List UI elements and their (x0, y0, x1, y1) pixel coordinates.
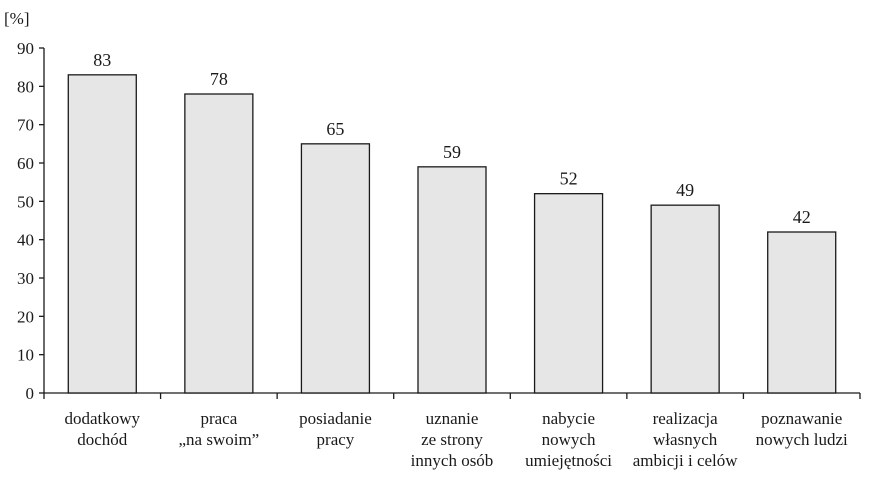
y-axis-unit-label: [%] (4, 9, 29, 28)
category-labels-group: dodatkowy dochód praca „na swoim” posiadanie… (65, 409, 849, 470)
category-label-line: dodatkowy (65, 409, 141, 428)
bar (767, 231, 837, 394)
y-tick-label: 0 (26, 384, 35, 403)
category-label-line: nabycie (542, 409, 595, 428)
category-label: realizacja własnych ambicji i celów (633, 409, 739, 470)
y-tick-label: 60 (17, 154, 34, 173)
category-label: poznawanie nowych ludzi (756, 409, 848, 449)
category-label-line: umiejętności (525, 451, 612, 470)
bar (300, 143, 371, 394)
y-tick-label: 20 (17, 307, 34, 326)
category-label-line: poznawanie (761, 409, 842, 428)
category-label-line: nowych (542, 430, 596, 449)
category-label-line: ambicji i celów (633, 451, 739, 470)
category-label-line: uznanie (426, 409, 479, 428)
bar-value-label: 52 (560, 169, 578, 189)
category-label: dodatkowy dochód (65, 409, 141, 449)
category-label-line: „na swoim” (178, 430, 259, 449)
bar-value-label: 78 (210, 69, 228, 89)
category-label-line: nowych ludzi (756, 430, 848, 449)
category-label-line: własnych (653, 430, 718, 449)
y-tick-label: 10 (17, 346, 34, 365)
bar (67, 74, 137, 394)
bar (417, 166, 487, 394)
category-label-line: realizacja (653, 409, 719, 428)
bar (533, 193, 604, 394)
category-label-line: pracy (317, 430, 355, 449)
bar-value-label: 49 (676, 180, 694, 200)
bar-value-label: 83 (93, 50, 111, 70)
category-label-line: ze strony (421, 430, 483, 449)
bar-value-label: 42 (793, 207, 811, 227)
category-label: nabycie nowych umiejętności (525, 409, 612, 470)
y-tick-label: 50 (17, 192, 34, 211)
category-label: posiadanie pracy (299, 409, 372, 449)
y-axis: 0 10 20 30 40 50 60 70 80 90 (17, 39, 45, 403)
category-label-line: innych osób (411, 451, 494, 470)
y-tick-label: 40 (17, 231, 34, 250)
y-tick-label: 70 (17, 116, 34, 135)
value-labels-group: 83 78 65 59 52 49 42 (93, 50, 810, 227)
bar (650, 204, 720, 394)
category-label: uznanie ze strony innych osób (411, 409, 494, 470)
y-tick-label: 80 (17, 77, 34, 96)
y-tick-label: 90 (17, 39, 34, 58)
bars-group (67, 74, 837, 394)
bar-value-label: 65 (326, 119, 344, 139)
category-label-line: posiadanie (299, 409, 372, 428)
bar-value-label: 59 (443, 142, 461, 162)
category-label-line: dochód (77, 430, 128, 449)
category-label: praca „na swoim” (178, 409, 259, 449)
bar (184, 93, 254, 394)
x-axis (43, 392, 861, 399)
y-tick-label: 30 (17, 269, 34, 288)
category-label-line: praca (200, 409, 237, 428)
